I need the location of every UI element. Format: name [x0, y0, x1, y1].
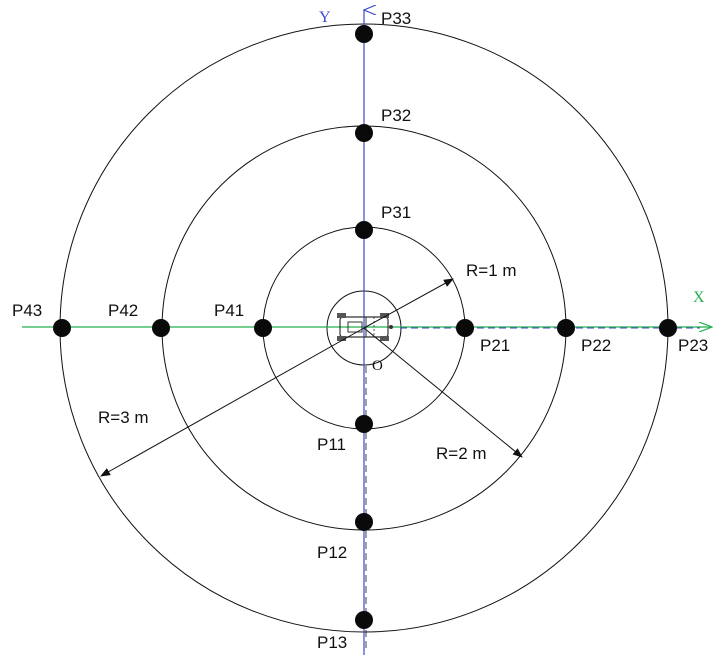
radius-2-arrow — [363, 327, 523, 458]
point-p22-marker — [557, 319, 575, 337]
point-label-p31: P31 — [381, 203, 411, 222]
radius-label-2: R=2 m — [436, 444, 487, 463]
radius-1-arrow — [363, 278, 454, 329]
point-label-p12: P12 — [317, 543, 347, 562]
point-label-p32: P32 — [381, 106, 411, 125]
point-label-p11: P11 — [317, 435, 346, 454]
point-label-p43: P43 — [12, 301, 42, 320]
radius-label-1: R=1 m — [466, 261, 517, 280]
radius-label-3: R=3 m — [98, 408, 149, 427]
point-p23-marker — [659, 319, 677, 337]
point-p21-marker — [456, 319, 474, 337]
origin-label: O — [372, 358, 383, 374]
x-axis-label: X — [693, 289, 705, 306]
point-p41-marker — [254, 319, 272, 337]
y-axis-label: Y — [319, 9, 331, 26]
point-label-p33: P33 — [381, 9, 411, 28]
point-p32-marker — [355, 124, 373, 142]
point-label-p21: P21 — [480, 336, 510, 355]
point-label-p42: P42 — [108, 301, 138, 320]
point-label-p22: P22 — [581, 336, 611, 355]
point-p33-marker — [355, 25, 373, 43]
point-p31-marker — [355, 221, 373, 239]
point-label-p41: P41 — [214, 301, 244, 320]
point-label-p13: P13 — [317, 633, 347, 652]
point-p13-marker — [355, 611, 373, 629]
point-p11-marker — [355, 415, 373, 433]
point-label-p23: P23 — [678, 336, 708, 355]
point-p12-marker — [355, 513, 373, 531]
point-p42-marker — [152, 319, 170, 337]
radius-3-arrow — [100, 327, 365, 477]
vehicle-top-view-icon — [337, 313, 393, 341]
point-p43-marker — [53, 319, 71, 337]
